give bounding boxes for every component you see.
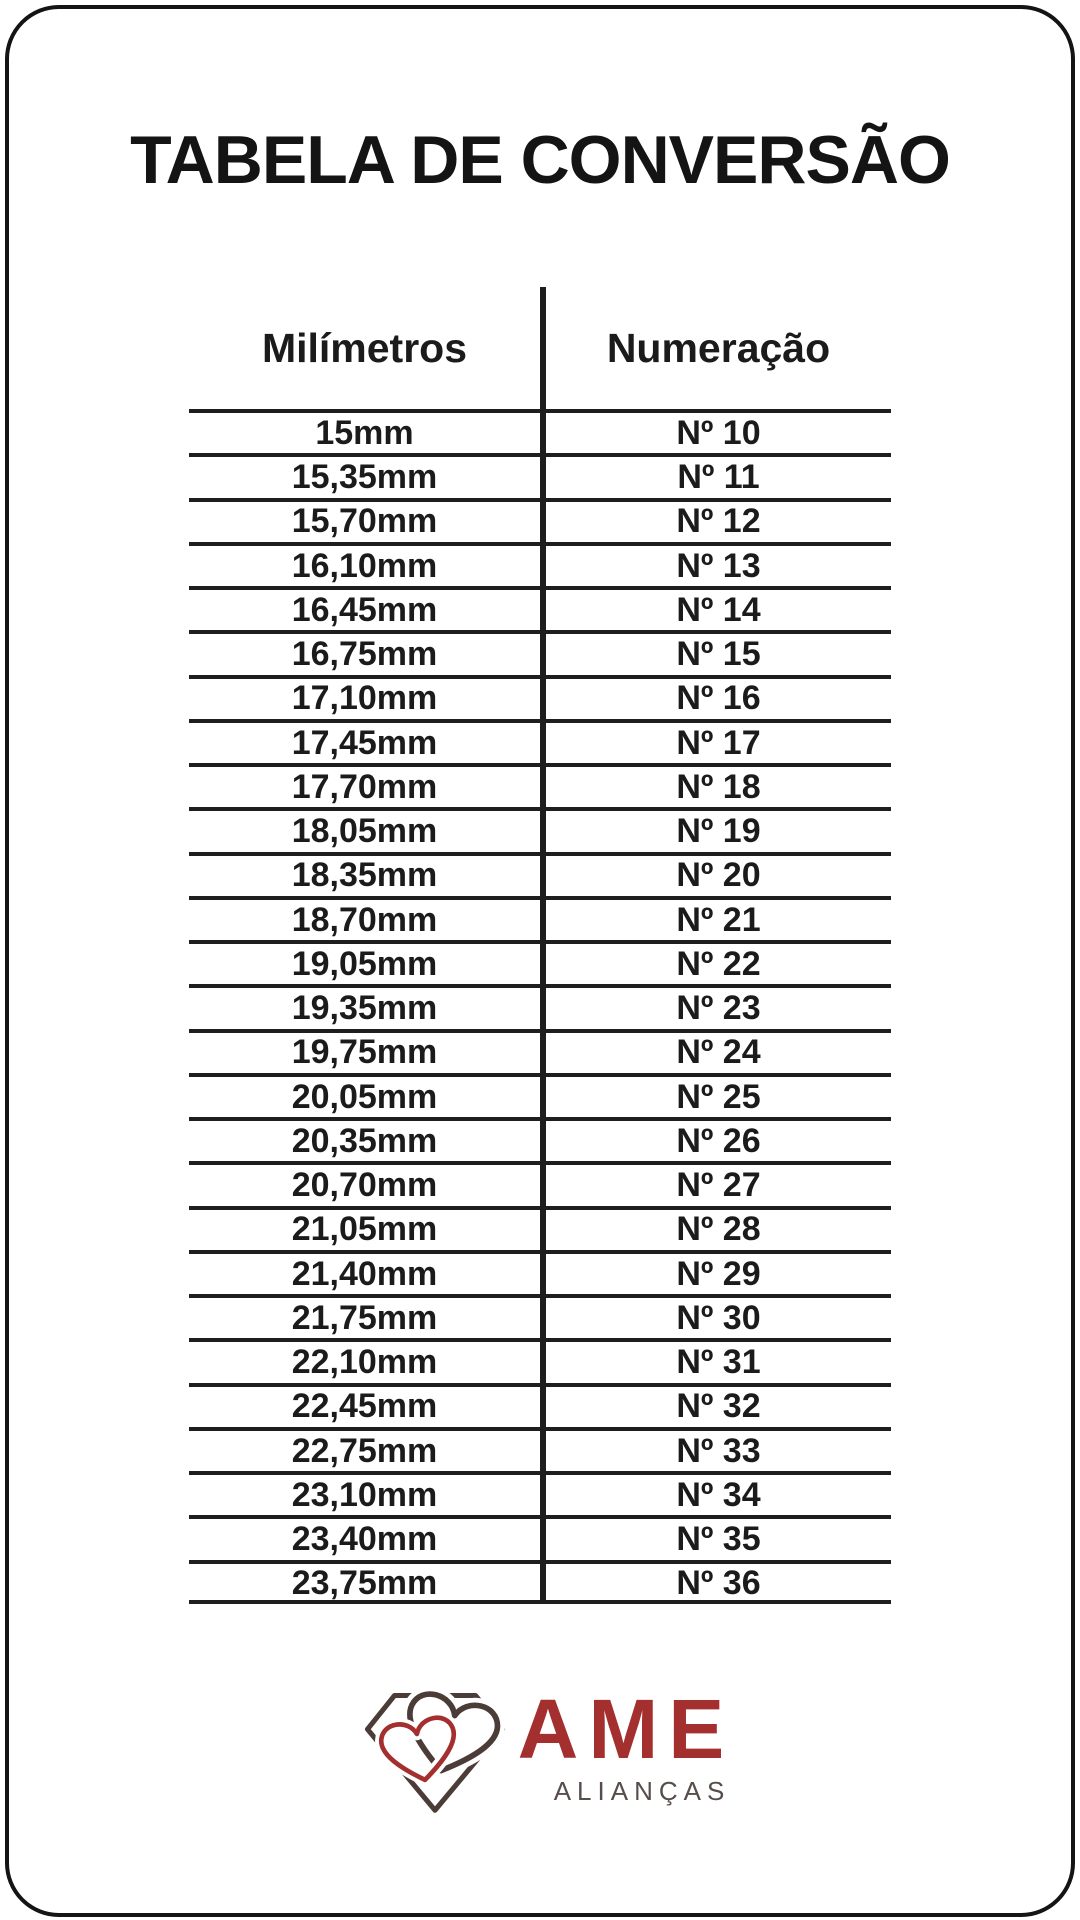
- size-number: Nº 20: [540, 855, 891, 896]
- size-number: Nº 21: [540, 899, 891, 941]
- table-row: 15,35mm Nº 11: [189, 453, 891, 498]
- mm-value: 17,70mm: [291, 767, 438, 806]
- mm-value: 20,70mm: [291, 1166, 438, 1205]
- brand-name: AME: [517, 1682, 735, 1777]
- mm-value: 23,40mm: [291, 1520, 438, 1559]
- size-number: Nº 35: [540, 1519, 891, 1560]
- table-row: 18,35mm Nº 20: [189, 851, 891, 896]
- size-number: Nº 34: [540, 1475, 891, 1516]
- table-header-row: Milímetros Numeração: [189, 287, 891, 410]
- size-number: Nº 15: [540, 634, 891, 675]
- mm-value: 20,05mm: [291, 1077, 438, 1116]
- table-row: 18,70mm Nº 21: [189, 895, 891, 941]
- mm-value: 21,05mm: [291, 1210, 438, 1249]
- table-row: 19,35mm Nº 23: [189, 984, 891, 1029]
- conversion-table-body: 15mm Nº 10 15,35mm Nº 11 15,70mm Nº 12 1…: [189, 409, 891, 1604]
- table-row: 17,70mm Nº 18: [189, 763, 891, 808]
- size-number: Nº 30: [540, 1298, 891, 1339]
- size-number: Nº 16: [540, 678, 891, 719]
- mm-value: 22,75mm: [291, 1431, 438, 1470]
- table-row: 20,05mm Nº 25: [189, 1072, 891, 1118]
- size-number: Nº 14: [540, 590, 891, 631]
- table-row: 21,05mm Nº 28: [189, 1205, 891, 1250]
- table-row: 19,05mm Nº 22: [189, 940, 891, 985]
- size-number: Nº 32: [540, 1386, 891, 1427]
- size-number: Nº 22: [540, 944, 891, 985]
- mm-value: 19,05mm: [291, 944, 438, 983]
- mm-value: 17,45mm: [291, 723, 438, 762]
- conversion-card: TABELA DE CONVERSÃO Milímetros Numeração…: [5, 5, 1075, 1917]
- size-number: Nº 19: [540, 811, 891, 852]
- mm-value: 19,35mm: [291, 989, 438, 1028]
- table-row: 16,10mm Nº 13: [189, 541, 891, 587]
- table-row: 19,75mm Nº 24: [189, 1028, 891, 1073]
- diamond-hearts-icon: [364, 1686, 505, 1813]
- page-title: TABELA DE CONVERSÃO: [130, 122, 951, 198]
- table-row: 23,40mm Nº 35: [189, 1515, 891, 1560]
- size-number: Nº 33: [540, 1430, 891, 1472]
- mm-value: 21,40mm: [291, 1254, 438, 1293]
- mm-value: 22,10mm: [291, 1343, 438, 1382]
- table-row: 22,75mm Nº 33: [189, 1426, 891, 1472]
- size-number: Nº 18: [540, 767, 891, 808]
- size-number: Nº 10: [540, 413, 891, 454]
- table-row: 22,45mm Nº 32: [189, 1382, 891, 1427]
- table-row: 23,75mm Nº 36: [189, 1559, 891, 1604]
- column-header-numeracao: Numeração: [540, 287, 891, 410]
- table-row: 17,10mm Nº 16: [189, 674, 891, 719]
- mm-value: 16,10mm: [291, 546, 438, 585]
- size-number: Nº 25: [540, 1076, 891, 1118]
- table-row: 18,05mm Nº 19: [189, 807, 891, 852]
- mm-value: 21,75mm: [291, 1298, 438, 1337]
- mm-value: 20,35mm: [291, 1121, 438, 1160]
- table-row: 17,45mm Nº 17: [189, 718, 891, 764]
- table-row: 20,35mm Nº 26: [189, 1117, 891, 1162]
- brand-subtitle: ALIANÇAS: [553, 1775, 731, 1806]
- table-row: 15mm Nº 10: [189, 409, 891, 454]
- table-row: 21,40mm Nº 29: [189, 1249, 891, 1295]
- mm-value: 22,45mm: [291, 1387, 438, 1426]
- conversion-table: Milímetros Numeração 15mm Nº 10 15,35mm …: [189, 287, 891, 1604]
- size-number: Nº 29: [540, 1253, 891, 1295]
- table-row: 16,75mm Nº 15: [189, 630, 891, 675]
- size-number: Nº 12: [540, 501, 891, 542]
- column-header-milimetros: Milímetros: [261, 324, 468, 371]
- size-number: Nº 13: [540, 545, 891, 587]
- size-number: Nº 31: [540, 1342, 891, 1383]
- mm-value: 15,70mm: [291, 502, 438, 541]
- size-number: Nº 24: [540, 1032, 891, 1073]
- size-number: Nº 36: [540, 1563, 891, 1603]
- brand-logo: AME ALIANÇAS: [9, 1682, 1071, 1817]
- size-number: Nº 27: [540, 1165, 891, 1206]
- mm-value: 18,35mm: [291, 856, 438, 895]
- red-heart-icon: [374, 1711, 460, 1787]
- mm-value: 18,70mm: [291, 900, 438, 939]
- mm-value: 16,75mm: [291, 635, 438, 674]
- mm-value: 15,35mm: [291, 458, 438, 497]
- mm-value: 17,10mm: [291, 679, 438, 718]
- size-number: Nº 23: [540, 988, 891, 1029]
- mm-value: 23,10mm: [291, 1475, 438, 1514]
- size-number: Nº 17: [540, 722, 891, 764]
- table-row: 22,10mm Nº 31: [189, 1338, 891, 1383]
- size-number: Nº 26: [540, 1121, 891, 1162]
- table-row: 21,75mm Nº 30: [189, 1294, 891, 1339]
- size-number: Nº 28: [540, 1209, 891, 1250]
- table-row: 23,10mm Nº 34: [189, 1471, 891, 1516]
- mm-value: 23,75mm: [291, 1563, 438, 1602]
- mm-value: 19,75mm: [291, 1033, 438, 1072]
- table-row: 16,45mm Nº 14: [189, 586, 891, 631]
- mm-value: 15mm: [315, 413, 414, 452]
- table-row: 15,70mm Nº 12: [189, 497, 891, 542]
- mm-value: 18,05mm: [291, 812, 438, 851]
- size-number: Nº 11: [540, 457, 891, 498]
- table-row: 20,70mm Nº 27: [189, 1161, 891, 1206]
- brand-text-block: AME ALIANÇAS: [518, 1687, 725, 1807]
- mm-value: 16,45mm: [291, 590, 438, 629]
